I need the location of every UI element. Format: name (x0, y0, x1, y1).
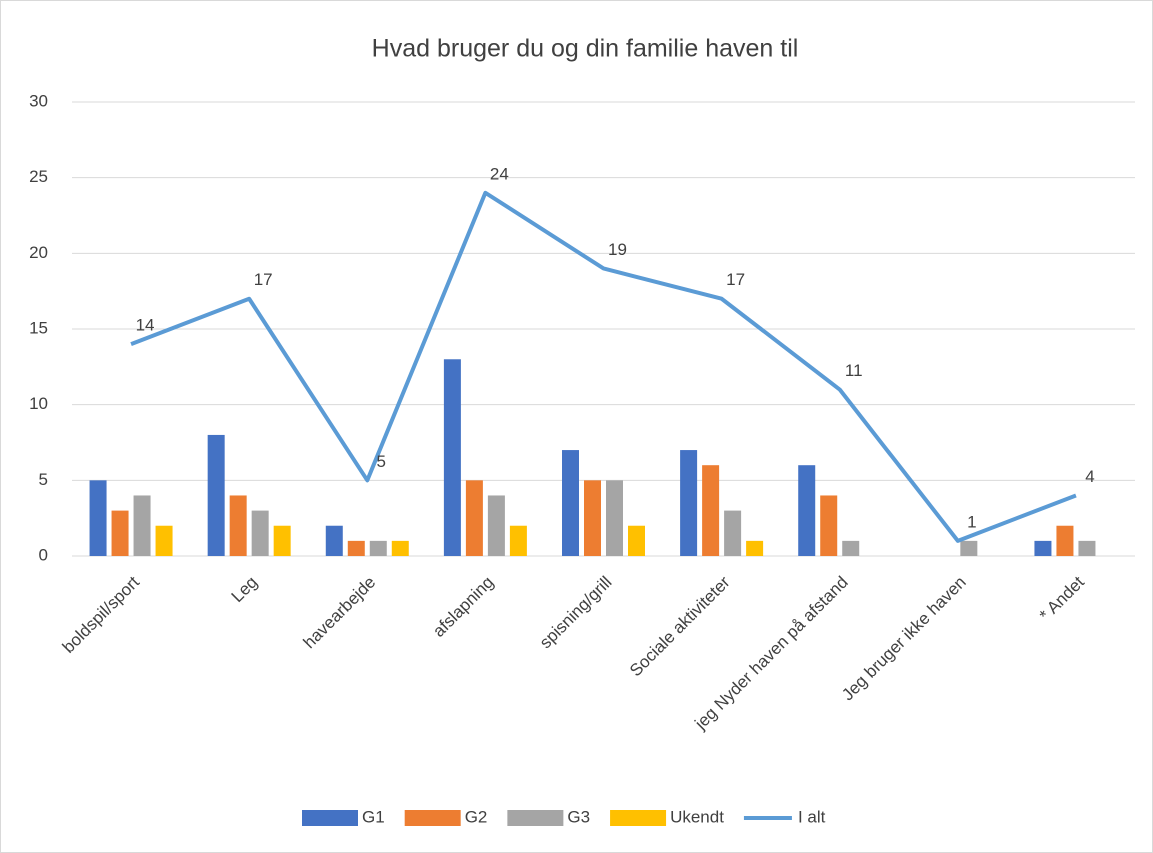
y-tick-label: 20 (29, 243, 48, 262)
bar (798, 465, 816, 556)
y-tick-label: 10 (29, 394, 48, 413)
legend-swatch (404, 810, 461, 826)
legend-swatch (610, 810, 667, 826)
data-label: 1 (967, 512, 976, 531)
bar (155, 525, 173, 556)
data-label: 5 (377, 452, 386, 471)
legend-swatch (507, 810, 564, 826)
legend-label: G1 (362, 807, 385, 826)
y-tick-label: 0 (39, 545, 48, 564)
bar (133, 495, 151, 556)
bar (820, 495, 838, 556)
legend-swatch (302, 810, 358, 826)
bar (443, 359, 461, 556)
bar (960, 540, 978, 556)
data-label: 14 (136, 316, 155, 335)
chart-title: Hvad bruger du og din familie haven til (372, 35, 799, 63)
bar (207, 434, 225, 556)
bar (89, 480, 107, 556)
data-label: 11 (845, 361, 863, 380)
bar (1034, 540, 1052, 556)
bar (584, 480, 601, 556)
bar (1056, 525, 1074, 556)
bar (487, 495, 505, 556)
data-label: 17 (726, 270, 745, 289)
bar (369, 540, 387, 556)
bar (509, 525, 527, 556)
y-tick-label: 15 (29, 318, 48, 337)
bar (842, 540, 860, 556)
data-label: 24 (490, 164, 509, 183)
bar (628, 525, 645, 556)
bar (325, 525, 343, 556)
legend-label: I alt (798, 807, 826, 826)
data-label: 17 (254, 270, 273, 289)
bar (606, 480, 623, 556)
bar (273, 525, 291, 556)
y-tick-label: 5 (39, 470, 48, 489)
legend-label: G3 (567, 807, 590, 826)
bar (251, 510, 269, 556)
legend-label: G2 (465, 807, 488, 826)
line (130, 190, 1077, 543)
bar (702, 465, 720, 556)
bar (111, 510, 129, 556)
bar (229, 495, 247, 556)
data-label: 19 (608, 240, 627, 259)
bar (680, 450, 698, 556)
bar (724, 510, 742, 556)
bar (391, 540, 409, 556)
bar (746, 540, 764, 556)
legend-label: Ukendt (670, 807, 724, 826)
y-tick-label: 25 (29, 167, 48, 186)
bar (1078, 540, 1096, 556)
bar (465, 480, 483, 556)
bar (562, 450, 579, 556)
bar (347, 540, 365, 556)
y-tick-label: 30 (29, 91, 48, 110)
data-label: 4 (1085, 467, 1094, 486)
